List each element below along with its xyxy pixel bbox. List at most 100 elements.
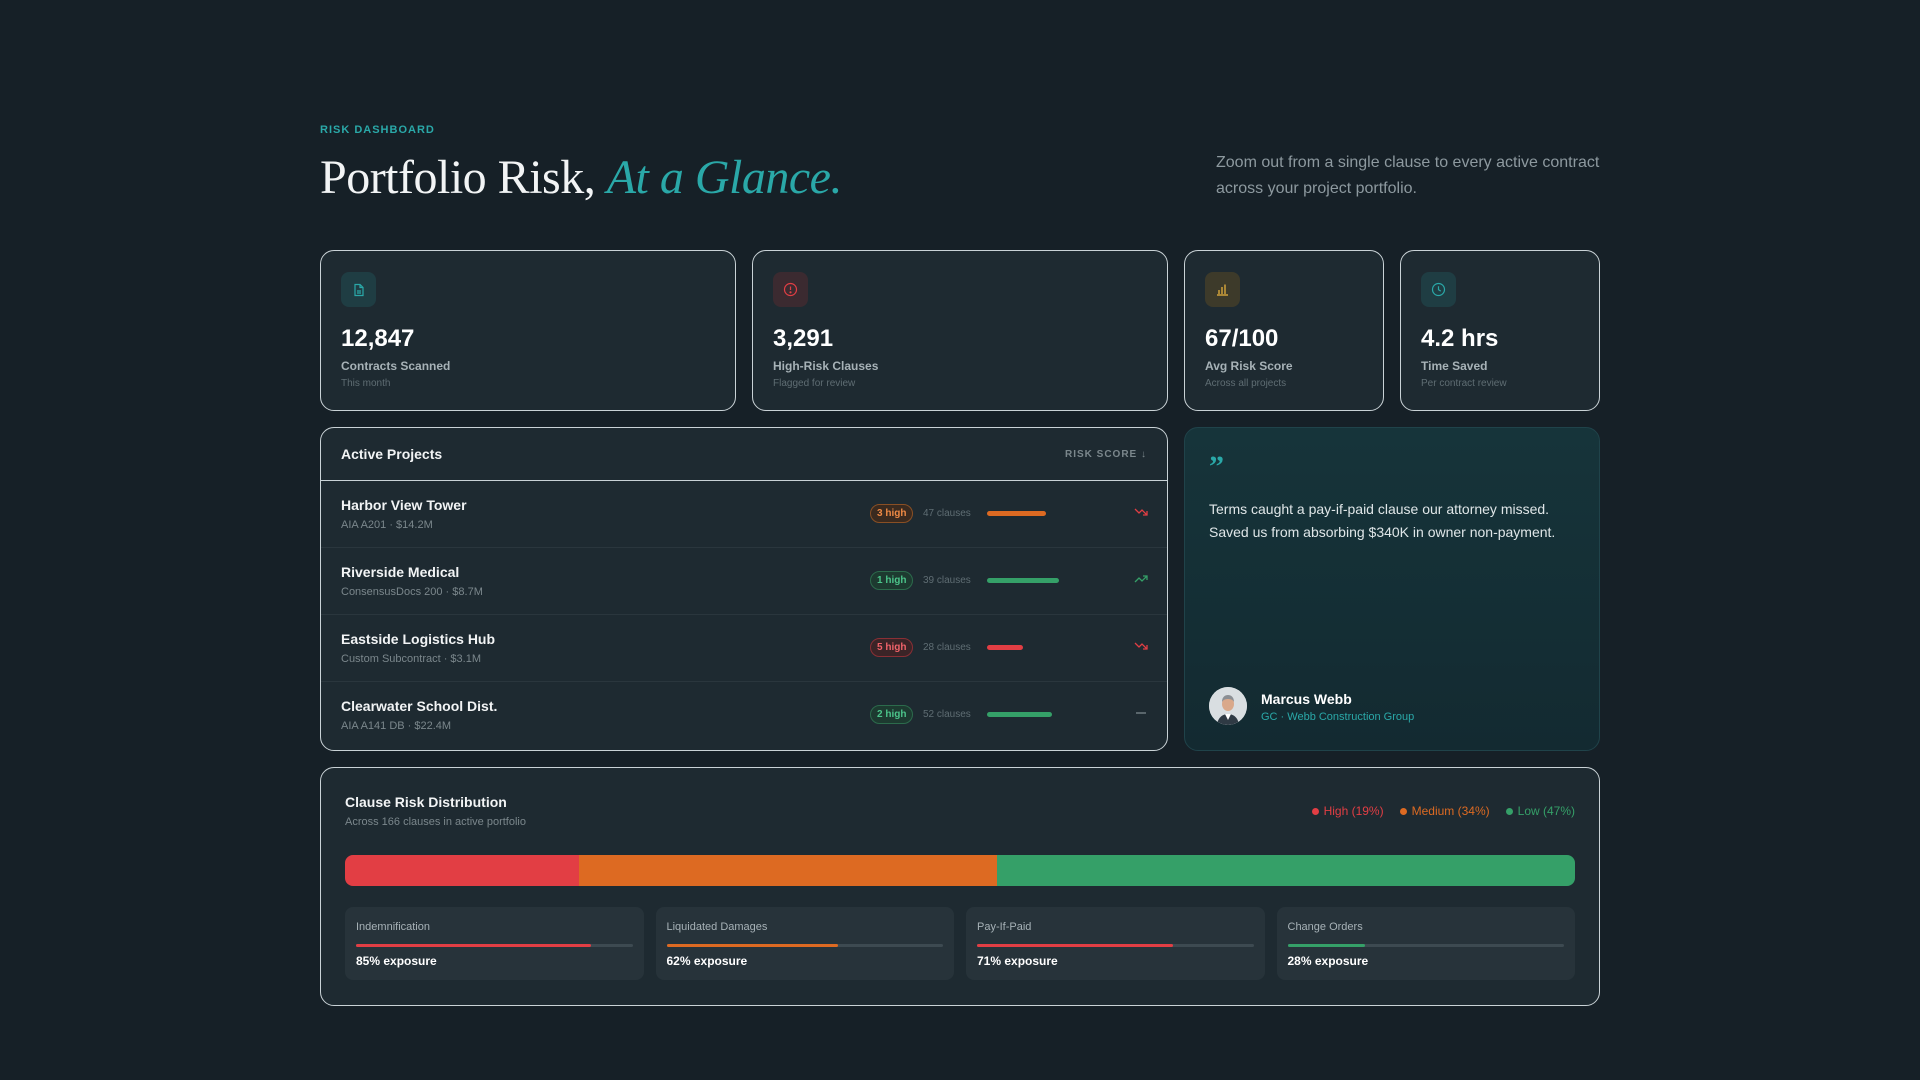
- risk-score-bar: [987, 511, 1046, 516]
- sort-risk-score-button[interactable]: RISK SCORE ↓: [1064, 448, 1147, 460]
- stat-sub: Per contract review: [1421, 378, 1507, 389]
- high-risk-badge: 5 high: [870, 638, 914, 657]
- document-icon: [341, 272, 376, 307]
- legend: High (19%) Medium (34%) Low (47%): [1311, 804, 1575, 818]
- legend-item: High (19%): [1311, 804, 1384, 818]
- page-title: Portfolio Risk, At a Glance.: [320, 150, 842, 205]
- stat-sub: This month: [341, 378, 391, 389]
- exposure-value: 71% exposure: [977, 954, 1058, 968]
- legend-item: Low (47%): [1505, 804, 1575, 818]
- testimonial-card: ” Terms caught a pay-if-paid clause our …: [1184, 427, 1600, 751]
- legend-dot: [1311, 807, 1319, 815]
- stat-card-contracts: 12,847 Contracts Scanned This month: [320, 250, 736, 411]
- exposure-fill: [977, 944, 1174, 947]
- exposure-track: [977, 944, 1254, 947]
- exposure-track: [356, 944, 633, 947]
- clock-icon: [1421, 272, 1456, 307]
- bar-chart-icon: [1205, 272, 1240, 307]
- clause-count: 39 clauses: [923, 575, 971, 586]
- stat-label: Contracts Scanned: [341, 359, 451, 373]
- exposure-fill: [666, 944, 838, 947]
- project-name: Riverside Medical: [341, 564, 460, 580]
- quote-icon: ”: [1209, 450, 1224, 483]
- trend-flat-icon: [1133, 705, 1149, 721]
- exposure-track: [666, 944, 943, 947]
- stat-value: 4.2 hrs: [1421, 325, 1499, 352]
- projects-list: Harbor View Tower AIA A201 · $14.2M 3 hi…: [321, 481, 1167, 749]
- exposure-fill: [1287, 944, 1365, 947]
- trend-down-icon: [1133, 638, 1149, 654]
- legend-dot: [1399, 807, 1407, 815]
- risk-score-bar: [987, 578, 1059, 583]
- project-name: Eastside Logistics Hub: [341, 631, 496, 647]
- stat-label: Time Saved: [1421, 359, 1488, 373]
- stat-value: 3,291: [773, 325, 834, 352]
- alert-icon: [773, 272, 808, 307]
- risk-score-bar: [987, 645, 1023, 650]
- projects-header: Active Projects RISK SCORE ↓: [321, 428, 1167, 481]
- title-main: Portfolio Risk,: [320, 151, 607, 204]
- stat-card-high-risk: 3,291 High-Risk Clauses Flagged for revi…: [752, 250, 1168, 411]
- high-risk-badge: 2 high: [870, 705, 914, 724]
- author-role: GC · Webb Construction Group: [1261, 711, 1415, 723]
- distribution-subtitle: Across 166 clauses in active portfolio: [345, 816, 526, 828]
- risk-score-bar: [987, 712, 1052, 717]
- author-name: Marcus Webb: [1261, 691, 1352, 707]
- clause-name: Change Orders: [1287, 921, 1363, 933]
- clause-risk-distribution: Clause Risk Distribution Across 166 clau…: [320, 767, 1600, 1006]
- title-accent: At a Glance.: [606, 151, 843, 204]
- exposure-value: 85% exposure: [356, 954, 437, 968]
- distribution-title: Clause Risk Distribution: [345, 794, 507, 810]
- trend-up-icon: [1133, 571, 1149, 587]
- legend-label: Low (47%): [1517, 804, 1575, 818]
- stat-value: 12,847: [341, 325, 415, 352]
- clause-count: 52 clauses: [923, 709, 971, 720]
- project-name: Clearwater School Dist.: [341, 698, 498, 714]
- stat-label: Avg Risk Score: [1205, 359, 1293, 373]
- project-row[interactable]: Eastside Logistics Hub Custom Subcontrac…: [321, 615, 1167, 682]
- active-projects-panel: Active Projects RISK SCORE ↓ Harbor View…: [320, 427, 1168, 751]
- project-row[interactable]: Harbor View Tower AIA A201 · $14.2M 3 hi…: [321, 481, 1167, 548]
- clause-count: 28 clauses: [923, 642, 971, 653]
- project-meta: AIA A201 · $14.2M: [341, 519, 433, 531]
- legend-item: Medium (34%): [1399, 804, 1490, 818]
- high-risk-badge: 1 high: [870, 571, 914, 590]
- risk-stacked-bar: [345, 855, 1575, 886]
- project-row[interactable]: Riverside Medical ConsensusDocs 200 · $8…: [321, 548, 1167, 615]
- stat-card-risk-score: 67/100 Avg Risk Score Across all project…: [1184, 250, 1384, 411]
- stat-card-time-saved: 4.2 hrs Time Saved Per contract review: [1400, 250, 1600, 411]
- stack-segment: [996, 855, 1575, 886]
- legend-label: High (19%): [1323, 804, 1384, 818]
- clause-name: Indemnification: [356, 921, 430, 933]
- exposure-fill: [356, 944, 592, 947]
- project-meta: Custom Subcontract · $3.1M: [341, 653, 482, 665]
- stat-sub: Flagged for review: [773, 378, 856, 389]
- clause-tile[interactable]: Pay-If-Paid 71% exposure: [966, 907, 1265, 980]
- clause-count: 47 clauses: [923, 508, 971, 519]
- stack-segment: [345, 855, 579, 886]
- exposure-value: 28% exposure: [1287, 954, 1369, 968]
- avatar: [1209, 687, 1247, 725]
- stat-value: 67/100: [1205, 325, 1279, 352]
- projects-title: Active Projects: [341, 446, 443, 462]
- clause-tile[interactable]: Change Orders 28% exposure: [1276, 907, 1575, 980]
- clause-tile[interactable]: Liquidated Damages 62% exposure: [655, 907, 954, 980]
- clause-tile[interactable]: Indemnification 85% exposure: [345, 907, 644, 980]
- project-meta: ConsensusDocs 200 · $8.7M: [341, 586, 483, 598]
- clause-name: Pay-If-Paid: [977, 921, 1032, 933]
- clause-name: Liquidated Damages: [666, 921, 768, 933]
- stack-segment: [578, 855, 997, 886]
- project-name: Harbor View Tower: [341, 497, 467, 513]
- high-risk-badge: 3 high: [870, 504, 914, 523]
- exposure-value: 62% exposure: [666, 954, 748, 968]
- legend-dot: [1505, 807, 1513, 815]
- legend-label: Medium (34%): [1411, 804, 1490, 818]
- stat-sub: Across all projects: [1205, 378, 1287, 389]
- stat-label: High-Risk Clauses: [773, 359, 879, 373]
- project-meta: AIA A141 DB · $22.4M: [341, 720, 452, 732]
- exposure-track: [1287, 944, 1564, 947]
- eyebrow: RISK DASHBOARD: [320, 124, 435, 136]
- trend-down-icon: [1133, 504, 1149, 520]
- project-row[interactable]: Clearwater School Dist. AIA A141 DB · $2…: [321, 682, 1167, 749]
- clause-tiles: Indemnification 85% exposure Liquidated …: [345, 907, 1575, 980]
